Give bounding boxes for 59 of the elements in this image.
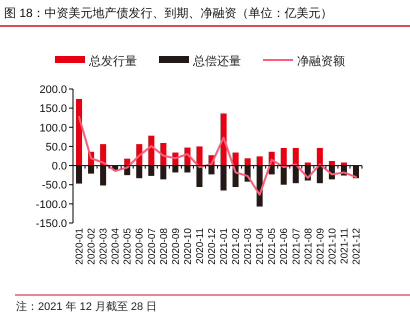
bar xyxy=(100,166,106,186)
bar xyxy=(232,152,239,166)
x-tick-label: 2021-10 xyxy=(327,228,338,265)
x-tick-label: 2020-09 xyxy=(170,228,182,265)
x-tick-label: 2020-03 xyxy=(98,228,110,265)
y-tick-label: 150.0 xyxy=(39,103,67,116)
y-tick-label: 100.0 xyxy=(39,122,67,134)
x-tick-label: 2021-03 xyxy=(243,228,254,265)
x-tick-label: 2021-06 xyxy=(279,228,290,265)
bar xyxy=(292,166,299,184)
x-tick-label: 2021-09 xyxy=(315,228,326,265)
x-tick-label: 2021-05 xyxy=(267,228,278,265)
y-tick-label: -100.0 xyxy=(36,198,67,211)
x-tick-label: 2021-11 xyxy=(339,228,350,264)
bar xyxy=(256,156,263,166)
bar xyxy=(148,166,154,176)
x-tick-label: 2020-12 xyxy=(206,228,218,265)
bar xyxy=(208,166,214,174)
bar xyxy=(196,146,202,166)
text: 注：2021 年 12 月截至 28 日 xyxy=(16,300,158,313)
line-series xyxy=(78,116,357,196)
bar xyxy=(184,166,190,172)
bar xyxy=(172,166,178,172)
bar xyxy=(76,166,82,184)
x-tick-label: 2020-01 xyxy=(74,228,86,265)
x-tick-label: 2020-06 xyxy=(134,228,146,265)
x-tick-label: 2021-12 xyxy=(351,228,362,265)
x-tick-label: 2020-08 xyxy=(158,228,170,265)
x-tick-label: 2021-02 xyxy=(231,228,242,265)
bar xyxy=(220,166,227,190)
y-tick-label: 50.0 xyxy=(46,141,67,154)
x-tick-label: 2020-04 xyxy=(110,228,122,265)
x-tick-label: 2020-07 xyxy=(146,228,158,265)
bar xyxy=(76,98,82,166)
x-tick-label: 2020-10 xyxy=(182,228,194,265)
legend-label: 总发行量 xyxy=(88,54,137,68)
x-tick-label: 2021-01 xyxy=(219,228,230,265)
legend-label: 净融资额 xyxy=(297,54,345,68)
x-tick-label: 2020-11 xyxy=(194,228,206,264)
y-tick-label: 0.0 xyxy=(52,160,67,173)
legend-label: 总偿还量 xyxy=(192,54,241,68)
y-tick-label: -50.0 xyxy=(42,180,67,192)
bar xyxy=(88,166,94,174)
chart-title: 图 18：中资美元地产债发行、到期、净融资（单位：亿美元） xyxy=(4,6,333,20)
bar xyxy=(196,166,202,188)
x-tick-label: 2021-08 xyxy=(303,228,314,265)
bar xyxy=(280,148,287,166)
x-tick-label: 2021-04 xyxy=(255,228,266,265)
x-tick-label: 2021-07 xyxy=(291,228,302,265)
y-tick-label: 200.0 xyxy=(39,84,67,96)
bar xyxy=(160,166,166,180)
bar xyxy=(124,158,130,166)
x-tick-label: 2020-02 xyxy=(86,228,98,265)
bar xyxy=(292,148,299,166)
bar xyxy=(316,148,323,166)
bar xyxy=(148,136,154,166)
y-tick-label: -150.0 xyxy=(36,218,67,230)
bar xyxy=(136,166,142,178)
x-tick-label: 2020-05 xyxy=(122,228,134,265)
